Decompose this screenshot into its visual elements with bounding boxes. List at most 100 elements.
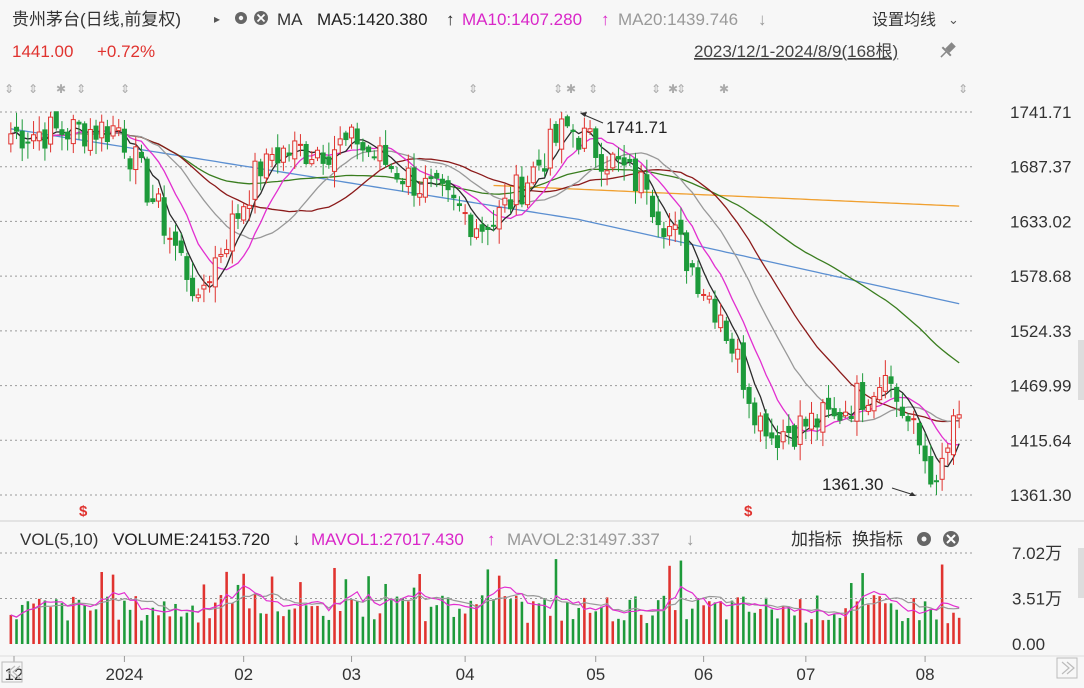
volume-bar[interactable] [145, 614, 149, 644]
volume-bar[interactable] [656, 600, 660, 644]
volume-bar[interactable] [571, 619, 575, 644]
candle[interactable] [65, 127, 71, 151]
candle[interactable] [672, 211, 678, 243]
candle[interactable] [190, 262, 196, 302]
volume-bar[interactable] [878, 596, 881, 644]
volume-bar[interactable] [889, 603, 893, 644]
volume-bar[interactable] [282, 616, 285, 644]
candle[interactable] [803, 416, 809, 440]
volume-bar[interactable] [66, 620, 69, 644]
volume-bar[interactable] [867, 604, 870, 644]
volume-bar[interactable] [793, 615, 796, 644]
volume-bar[interactable] [123, 600, 126, 644]
volume-bar[interactable] [236, 584, 240, 644]
volume-bar[interactable] [43, 600, 47, 644]
candle[interactable] [104, 119, 110, 150]
candle[interactable] [598, 142, 604, 187]
volume-bar[interactable] [390, 599, 393, 644]
volume-bar[interactable] [719, 601, 722, 644]
candle[interactable] [496, 200, 502, 244]
candle[interactable] [559, 112, 565, 164]
candle[interactable] [933, 474, 939, 495]
candle[interactable] [337, 126, 343, 155]
candle[interactable] [581, 117, 587, 152]
volume-bar[interactable] [804, 622, 808, 644]
candle[interactable] [519, 166, 525, 208]
candle[interactable] [627, 154, 633, 166]
candle[interactable] [417, 181, 423, 206]
candle[interactable] [911, 410, 917, 434]
volume-bar[interactable] [378, 613, 382, 644]
candle[interactable] [593, 126, 599, 168]
candle[interactable] [331, 135, 338, 188]
volume-bar[interactable] [213, 602, 217, 644]
volume-bar[interactable] [225, 571, 228, 644]
volume-bar[interactable] [861, 573, 864, 644]
candle[interactable] [615, 147, 621, 172]
volume-bar[interactable] [940, 564, 944, 644]
candle[interactable] [871, 391, 877, 419]
volume-bar[interactable] [566, 602, 569, 644]
volume-bar[interactable] [37, 598, 41, 644]
candle[interactable] [922, 432, 928, 474]
volume-bar[interactable] [435, 605, 439, 644]
candle[interactable] [93, 119, 99, 155]
candle[interactable] [774, 425, 780, 461]
volume-bar[interactable] [588, 612, 592, 644]
close-icon[interactable] [943, 531, 959, 547]
candle[interactable] [326, 142, 332, 169]
candle[interactable] [479, 216, 485, 244]
candle[interactable] [224, 239, 230, 258]
candle[interactable] [229, 200, 235, 264]
volume-bar[interactable] [412, 587, 416, 644]
candle[interactable] [292, 131, 298, 169]
volume-bar[interactable] [906, 618, 910, 644]
volume-bar[interactable] [140, 620, 143, 644]
candle[interactable] [763, 409, 769, 450]
candle[interactable] [888, 365, 894, 398]
event-marker-icon[interactable]: ⇕ [28, 82, 38, 96]
candle[interactable] [638, 164, 644, 199]
volume-bar[interactable] [480, 595, 484, 644]
volume-bar[interactable] [265, 613, 268, 644]
candle[interactable] [121, 119, 127, 159]
side-scrollbar[interactable] [1078, 340, 1084, 598]
candle[interactable] [161, 185, 167, 245]
volume-bar[interactable] [537, 603, 541, 644]
candle[interactable] [604, 156, 610, 186]
candle[interactable] [258, 158, 264, 191]
candle[interactable] [207, 275, 213, 293]
candle[interactable] [746, 383, 752, 419]
candle[interactable] [150, 184, 156, 204]
candle[interactable] [36, 116, 42, 151]
candle[interactable] [877, 377, 883, 402]
volume-bar[interactable] [259, 613, 262, 644]
candle[interactable] [820, 398, 826, 447]
candle[interactable] [451, 186, 457, 211]
candle[interactable] [780, 419, 786, 450]
volume-bar[interactable] [611, 621, 615, 644]
candle[interactable] [360, 138, 366, 162]
volume-bar[interactable] [117, 619, 121, 644]
volume-bar[interactable] [299, 582, 302, 644]
volume-bar[interactable] [446, 597, 450, 644]
volume-bar[interactable] [543, 598, 546, 644]
candle[interactable] [649, 189, 656, 224]
event-marker-icon[interactable]: ⇕ [676, 82, 686, 96]
volume-bar[interactable] [503, 596, 507, 644]
volume-bar[interactable] [401, 597, 404, 644]
volume-bar[interactable] [157, 615, 160, 644]
volume-bar[interactable] [742, 596, 745, 644]
volume-bar[interactable] [350, 599, 353, 644]
candle[interactable] [769, 418, 775, 445]
volume-bar[interactable] [202, 584, 206, 644]
event-marker-icon[interactable]: ⇕ [958, 82, 968, 96]
candle[interactable] [701, 288, 707, 301]
candle[interactable] [928, 444, 934, 488]
candle[interactable] [13, 112, 20, 140]
volume-bar[interactable] [952, 612, 955, 644]
volume-bar[interactable] [429, 606, 433, 644]
candle[interactable] [473, 219, 480, 240]
candle[interactable] [837, 408, 843, 425]
volume-bar[interactable] [15, 619, 18, 644]
